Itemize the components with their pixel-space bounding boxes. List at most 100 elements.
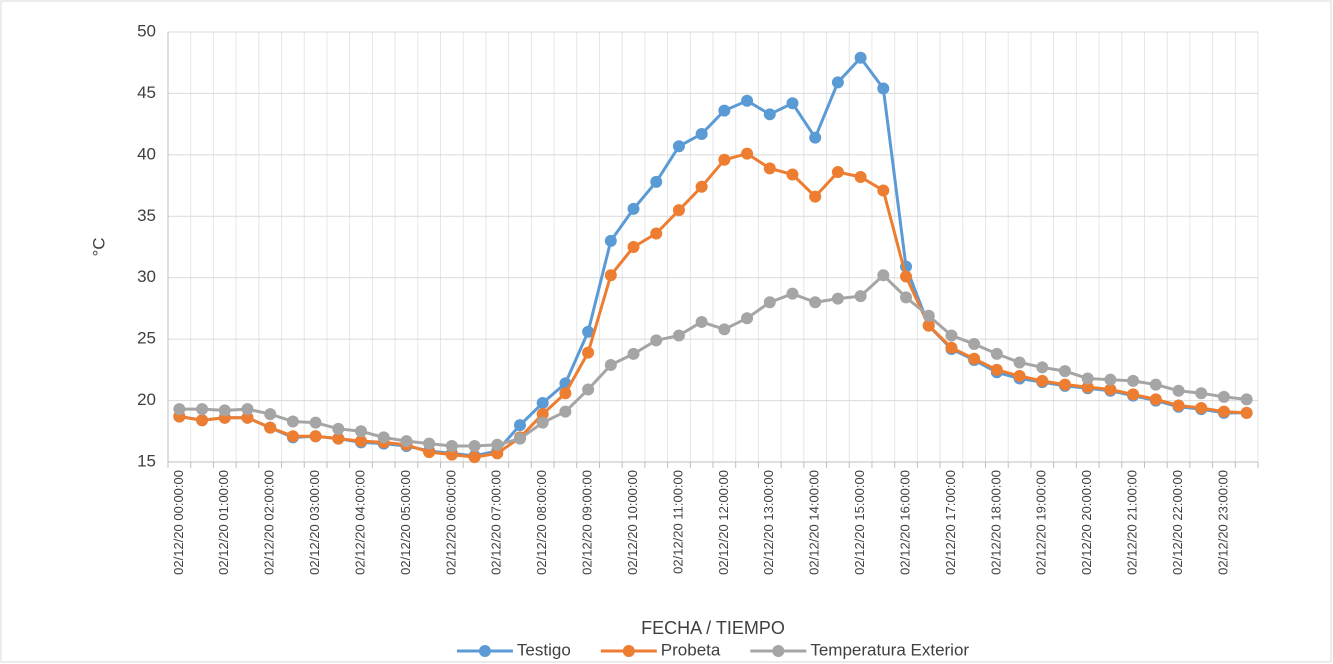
data-point [718, 153, 731, 166]
x-tick-label: 02/12/20 09:00:00 [580, 470, 595, 575]
data-point [332, 432, 345, 445]
data-point [1240, 393, 1253, 406]
data-point [718, 104, 731, 117]
data-point [1172, 399, 1185, 412]
data-point [1081, 381, 1094, 394]
data-point [900, 270, 913, 283]
data-point [173, 403, 186, 416]
data-point [1081, 372, 1094, 385]
data-point [1013, 356, 1026, 369]
y-tick-label: 50 [137, 21, 156, 40]
x-tick-label: 02/12/20 19:00:00 [1034, 470, 1049, 575]
data-point [445, 440, 458, 453]
data-point [877, 184, 890, 197]
data-point [1172, 384, 1185, 397]
data-point [650, 334, 663, 347]
data-point [900, 291, 913, 304]
data-point [536, 408, 549, 421]
data-point [491, 447, 504, 460]
data-point [877, 82, 890, 95]
x-tick-label: 02/12/20 13:00:00 [761, 470, 776, 575]
data-point [627, 347, 640, 360]
data-point [604, 358, 617, 371]
data-point [1036, 361, 1049, 374]
legend-marker [772, 645, 785, 657]
data-point [241, 411, 254, 424]
x-tick-label: 02/12/20 04:00:00 [352, 470, 367, 575]
x-tick-label: 02/12/20 14:00:00 [807, 470, 822, 575]
data-point [627, 202, 640, 215]
x-tick-label: 02/12/20 15:00:00 [852, 470, 867, 575]
x-tick-label: 02/12/20 06:00:00 [443, 470, 458, 575]
x-tick-label: 02/12/20 08:00:00 [534, 470, 549, 575]
data-point [1013, 370, 1026, 382]
data-point [922, 319, 935, 332]
data-point [582, 383, 595, 396]
x-tick-label: 02/12/20 07:00:00 [489, 470, 504, 575]
data-point [264, 421, 277, 434]
data-point [809, 296, 822, 309]
y-axis-label: °C [89, 237, 108, 256]
data-point [627, 241, 640, 253]
data-point [1104, 383, 1117, 396]
y-tick-label: 15 [137, 451, 156, 470]
data-point [990, 347, 1003, 360]
data-point [355, 435, 368, 448]
data-point [1058, 365, 1071, 378]
data-point [695, 127, 708, 140]
x-tick-label: 02/12/20 17:00:00 [943, 470, 958, 575]
x-tick-label: 02/12/20 10:00:00 [625, 470, 640, 575]
y-tick-label: 25 [137, 329, 156, 348]
data-point [377, 431, 390, 444]
data-point [218, 404, 231, 417]
data-point [695, 180, 708, 193]
data-point [241, 403, 254, 416]
data-point [559, 405, 572, 418]
data-point [786, 168, 799, 181]
x-tick-label: 02/12/20 05:00:00 [398, 470, 413, 575]
data-point [332, 422, 345, 435]
data-point [536, 416, 549, 429]
x-tick-label: 02/12/20 20:00:00 [1079, 470, 1094, 575]
data-point [513, 419, 526, 432]
data-point [854, 170, 867, 183]
data-point [718, 323, 731, 336]
data-point [809, 131, 822, 144]
data-point [741, 312, 754, 325]
data-point [445, 448, 458, 461]
legend-marker [478, 645, 491, 657]
y-tick-label: 40 [137, 144, 156, 163]
data-point [423, 437, 436, 450]
data-point [763, 162, 776, 175]
y-tick-label: 20 [137, 390, 156, 409]
data-point [741, 147, 754, 160]
data-point [423, 446, 436, 459]
data-point [604, 234, 617, 247]
data-point [968, 352, 981, 365]
x-tick-label: 02/12/20 23:00:00 [1215, 470, 1230, 575]
data-point [695, 315, 708, 328]
x-tick-label: 02/12/20 01:00:00 [216, 470, 231, 575]
data-point [968, 338, 981, 351]
data-point [582, 346, 595, 359]
data-point [1127, 388, 1140, 401]
legend-marker [622, 645, 635, 657]
x-tick-label: 02/12/20 12:00:00 [716, 470, 731, 575]
data-point [831, 166, 844, 179]
data-point [491, 438, 504, 451]
x-tick-label: 02/12/20 16:00:00 [897, 470, 912, 575]
data-point [513, 432, 526, 445]
data-point [945, 341, 958, 354]
data-point [854, 290, 867, 303]
y-tick-label: 45 [137, 83, 156, 102]
data-point [741, 94, 754, 107]
data-point [650, 227, 663, 240]
data-point [309, 430, 322, 443]
data-point [309, 416, 322, 429]
data-point [1195, 387, 1208, 400]
data-point [264, 408, 277, 421]
x-tick-label: 02/12/20 18:00:00 [988, 470, 1003, 575]
data-point [582, 325, 595, 338]
